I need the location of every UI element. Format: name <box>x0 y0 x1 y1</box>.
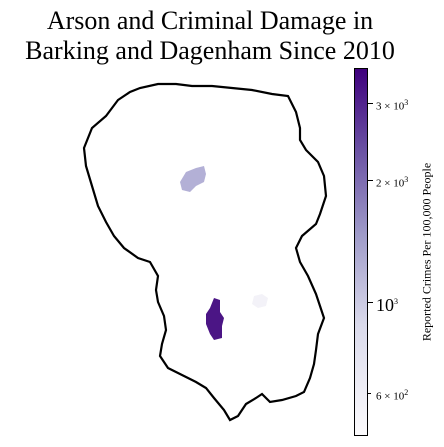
colorbar-ticklabel-1000: 103 <box>376 295 398 315</box>
region-ward-3 <box>252 294 268 308</box>
region-ward-2 <box>206 298 224 340</box>
region-ward-1 <box>180 166 206 192</box>
title-line-1: Arson and Criminal Damage in <box>46 6 374 35</box>
colorbar-tick-2000 <box>368 180 373 181</box>
colorbar-tick-600 <box>368 393 371 394</box>
borough-boundary <box>82 82 328 422</box>
colorbar-ticklabel-2000: 2 × 103 <box>376 175 409 190</box>
map-title: Arson and Criminal Damage in Barking and… <box>0 6 420 66</box>
colorbar-label: Reported Crimes Per 100,000 People <box>419 162 434 342</box>
colorbar-ticklabel-600: 6 × 102 <box>376 388 409 403</box>
colorbar-ticklabel-3000: 3 × 103 <box>376 98 409 113</box>
colorbar <box>354 68 368 436</box>
colorbar-tick-3000 <box>368 103 373 104</box>
colorbar-tick-1000 <box>368 302 373 303</box>
title-line-2: Barking and Dagenham Since 2010 <box>25 36 395 65</box>
